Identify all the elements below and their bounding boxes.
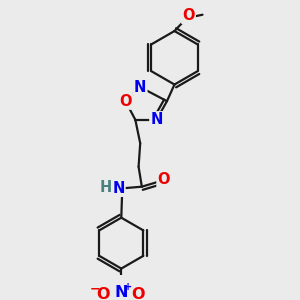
Text: N: N [112, 181, 124, 196]
Text: O: O [96, 287, 110, 300]
Text: N: N [134, 80, 146, 94]
Text: O: O [158, 172, 170, 187]
Text: −: − [90, 283, 101, 296]
Text: N: N [115, 285, 128, 300]
Text: H: H [100, 180, 112, 195]
Text: O: O [182, 8, 195, 23]
Text: N: N [150, 112, 163, 127]
Text: +: + [124, 281, 133, 292]
Text: O: O [119, 94, 132, 109]
Text: O: O [131, 287, 145, 300]
